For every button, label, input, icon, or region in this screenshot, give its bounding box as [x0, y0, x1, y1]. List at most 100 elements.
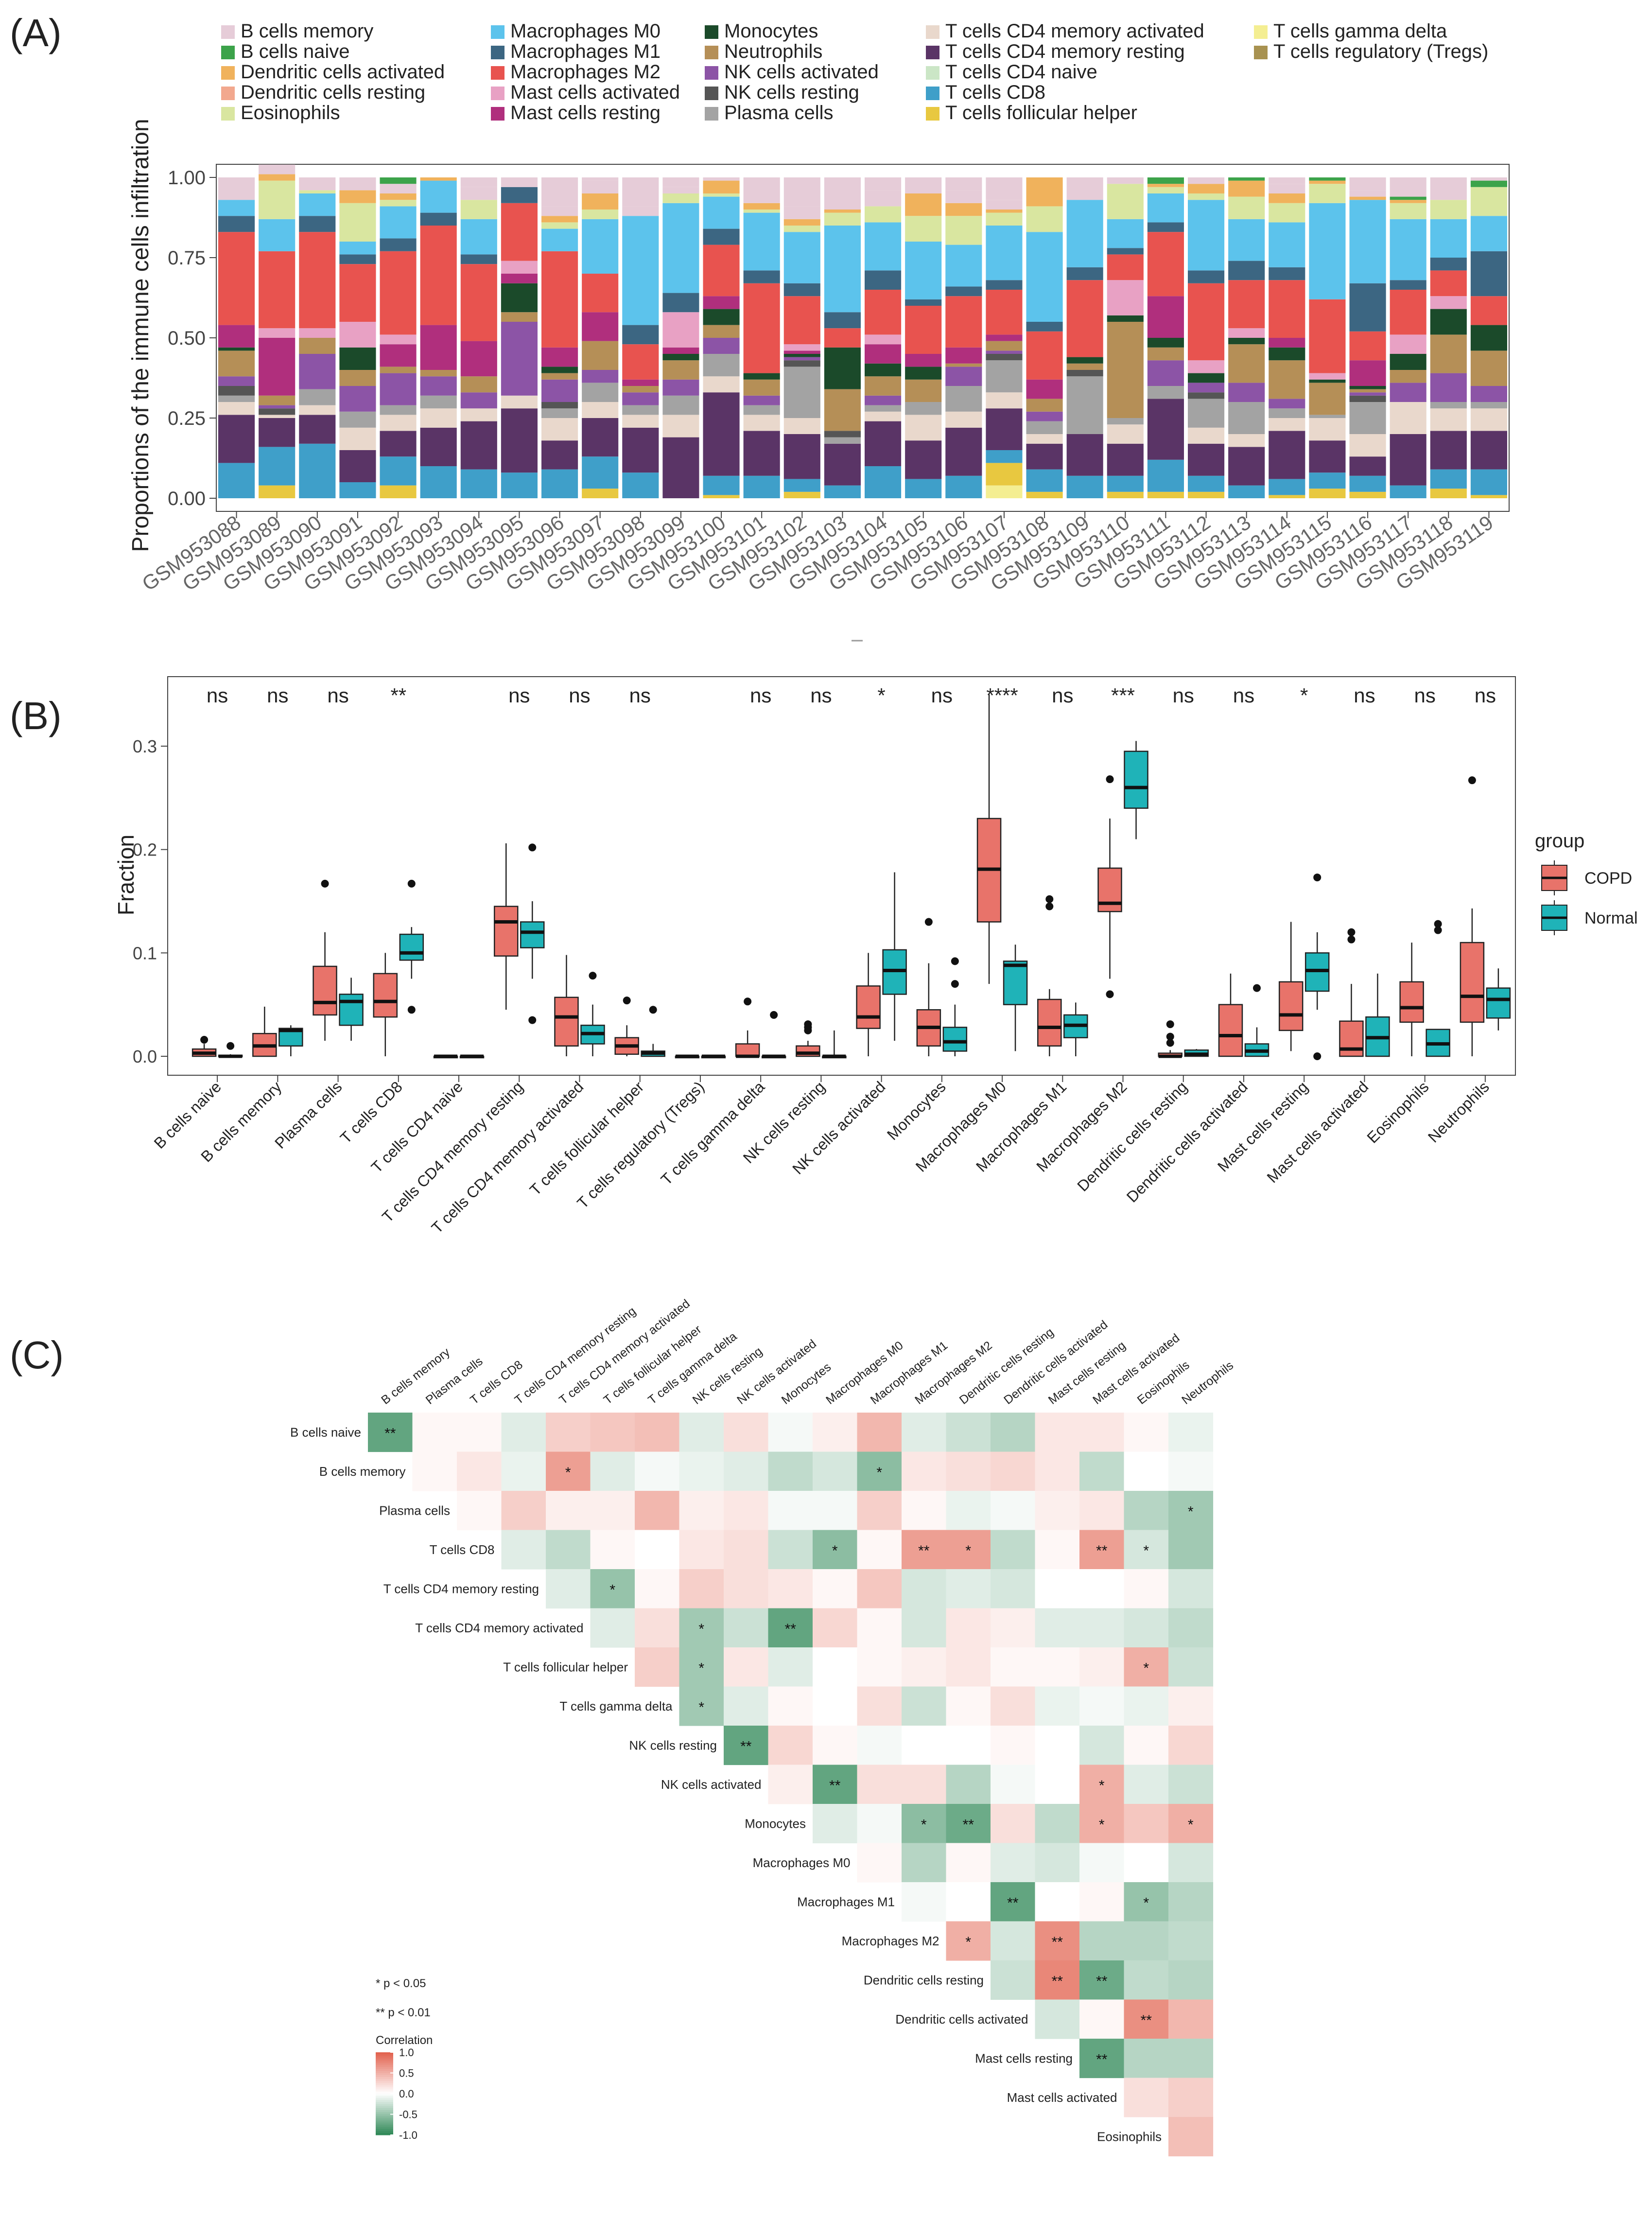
bar-segment: [259, 180, 296, 219]
significance-star: **: [785, 1621, 797, 1637]
bar-segment: [420, 212, 457, 226]
heatmap-cell: [1124, 1569, 1169, 1609]
bar-segment: [541, 379, 578, 402]
bar-segment: [1390, 334, 1426, 354]
bar-segment: [1470, 431, 1507, 470]
significance-star: **: [1096, 2051, 1108, 2067]
box-body: [1124, 751, 1148, 809]
heatmap-cell: [813, 1804, 858, 1844]
heatmap-cell: [1079, 1686, 1125, 1726]
colorbar-segment: [376, 2096, 393, 2098]
heatmap-cell: [1035, 1647, 1080, 1687]
heatmap-cell: [1035, 1530, 1080, 1570]
bar-segment: [1390, 177, 1426, 197]
colorbar-segment: [376, 2081, 393, 2084]
heatmap-cell: [546, 1491, 591, 1531]
bar-segment: [582, 274, 619, 313]
y-tick-label: 0.00: [168, 488, 206, 509]
heatmap-cell: [768, 1569, 813, 1609]
legend-swatch: [1254, 46, 1268, 59]
bar-segment: [1188, 383, 1225, 393]
significance-label: ns: [207, 684, 228, 707]
heatmap-cell: [902, 1843, 947, 1883]
bar-segment: [1026, 434, 1063, 444]
bar-segment: [1026, 443, 1063, 470]
heatmap-cell: [991, 1960, 1036, 2000]
colorbar-segment: [376, 2091, 393, 2094]
box-outlier: [200, 1035, 209, 1044]
bar-segment: [622, 216, 659, 325]
bar-segment: [1107, 475, 1144, 492]
significance-label: ****: [986, 684, 1018, 707]
bar-segment: [259, 174, 296, 181]
bar-segment: [541, 373, 578, 380]
heatmap-cell: [501, 1530, 546, 1570]
heatmap-cell: [1168, 2039, 1214, 2079]
bar-segment: [1147, 193, 1184, 223]
colorbar-segment: [376, 2122, 393, 2125]
heatmap-cell: [679, 1491, 724, 1531]
bar-segment: [299, 216, 336, 232]
box-outlier: [226, 1042, 235, 1050]
heatmap-cell: [1168, 1569, 1214, 1609]
colorbar-segment: [376, 2079, 393, 2082]
bar-segment: [1390, 219, 1426, 280]
heatmap-cell: [902, 1413, 947, 1452]
heatmap-cell: [1035, 1765, 1080, 1804]
bar-segment: [783, 232, 820, 283]
box-outlier: [1106, 775, 1114, 784]
legend-label: T cells follicular helper: [945, 102, 1137, 123]
heatmap-cell: [991, 1882, 1036, 1922]
bar-segment: [986, 177, 1023, 200]
bar-segment: [1066, 370, 1103, 377]
bar-segment: [662, 379, 699, 396]
bar-segment: [783, 350, 820, 354]
heatmap-cell: [857, 1413, 902, 1452]
heatmap-cell: [1124, 1451, 1169, 1491]
bar-segment: [945, 190, 982, 203]
heatmap-cell: [991, 1843, 1036, 1883]
bar-segment: [1390, 200, 1426, 203]
box-body: [520, 921, 545, 948]
bar-segment: [622, 344, 659, 380]
bar-segment: [783, 206, 820, 219]
bar-segment: [1188, 200, 1225, 271]
bar-segment: [986, 226, 1023, 280]
colorbar-segment: [376, 2131, 393, 2133]
heatmap-cell: [768, 1451, 813, 1491]
colorbar-tick-label: 0.0: [399, 2088, 414, 2100]
heatmap-cell: [590, 1608, 635, 1648]
bar-segment: [945, 347, 982, 364]
significance-star: *: [1188, 1503, 1194, 1520]
legend-title: group: [1535, 830, 1584, 852]
bar-segment: [1430, 219, 1467, 258]
heatmap-cell: [368, 1413, 413, 1452]
bar-segment: [299, 389, 336, 405]
bar-segment: [460, 408, 497, 421]
legend-label: T cells regulatory (Tregs): [1273, 41, 1488, 62]
heatmap-cell: [902, 1726, 947, 1765]
y-axis-label: Fraction: [113, 835, 139, 915]
bar-segment: [1066, 376, 1103, 434]
row-label: Mast cells resting: [975, 2051, 1073, 2065]
bar-segment: [420, 370, 457, 377]
legend-label: B cells memory: [241, 20, 373, 42]
bar-segment: [1269, 431, 1305, 479]
heatmap-cell: [724, 1569, 769, 1609]
significance-label: ns: [1233, 684, 1254, 707]
legend-label: Plasma cells: [724, 102, 834, 123]
legend-swatch: [221, 46, 235, 59]
heatmap-cell: [813, 1647, 858, 1687]
colorbar-segment: [376, 2104, 393, 2107]
heatmap-cell: [768, 1686, 813, 1726]
box-outlier: [1347, 935, 1356, 944]
significance-star: *: [565, 1465, 571, 1481]
heatmap-cell: [1124, 1686, 1169, 1726]
legend-swatch: [705, 46, 718, 59]
bar-segment: [622, 206, 659, 216]
colorbar-segment: [376, 2102, 393, 2104]
box-outlier: [1166, 1020, 1174, 1029]
bar-segment: [986, 408, 1023, 450]
legend-swatch: [705, 66, 718, 80]
row-label: T cells CD8: [430, 1542, 495, 1557]
